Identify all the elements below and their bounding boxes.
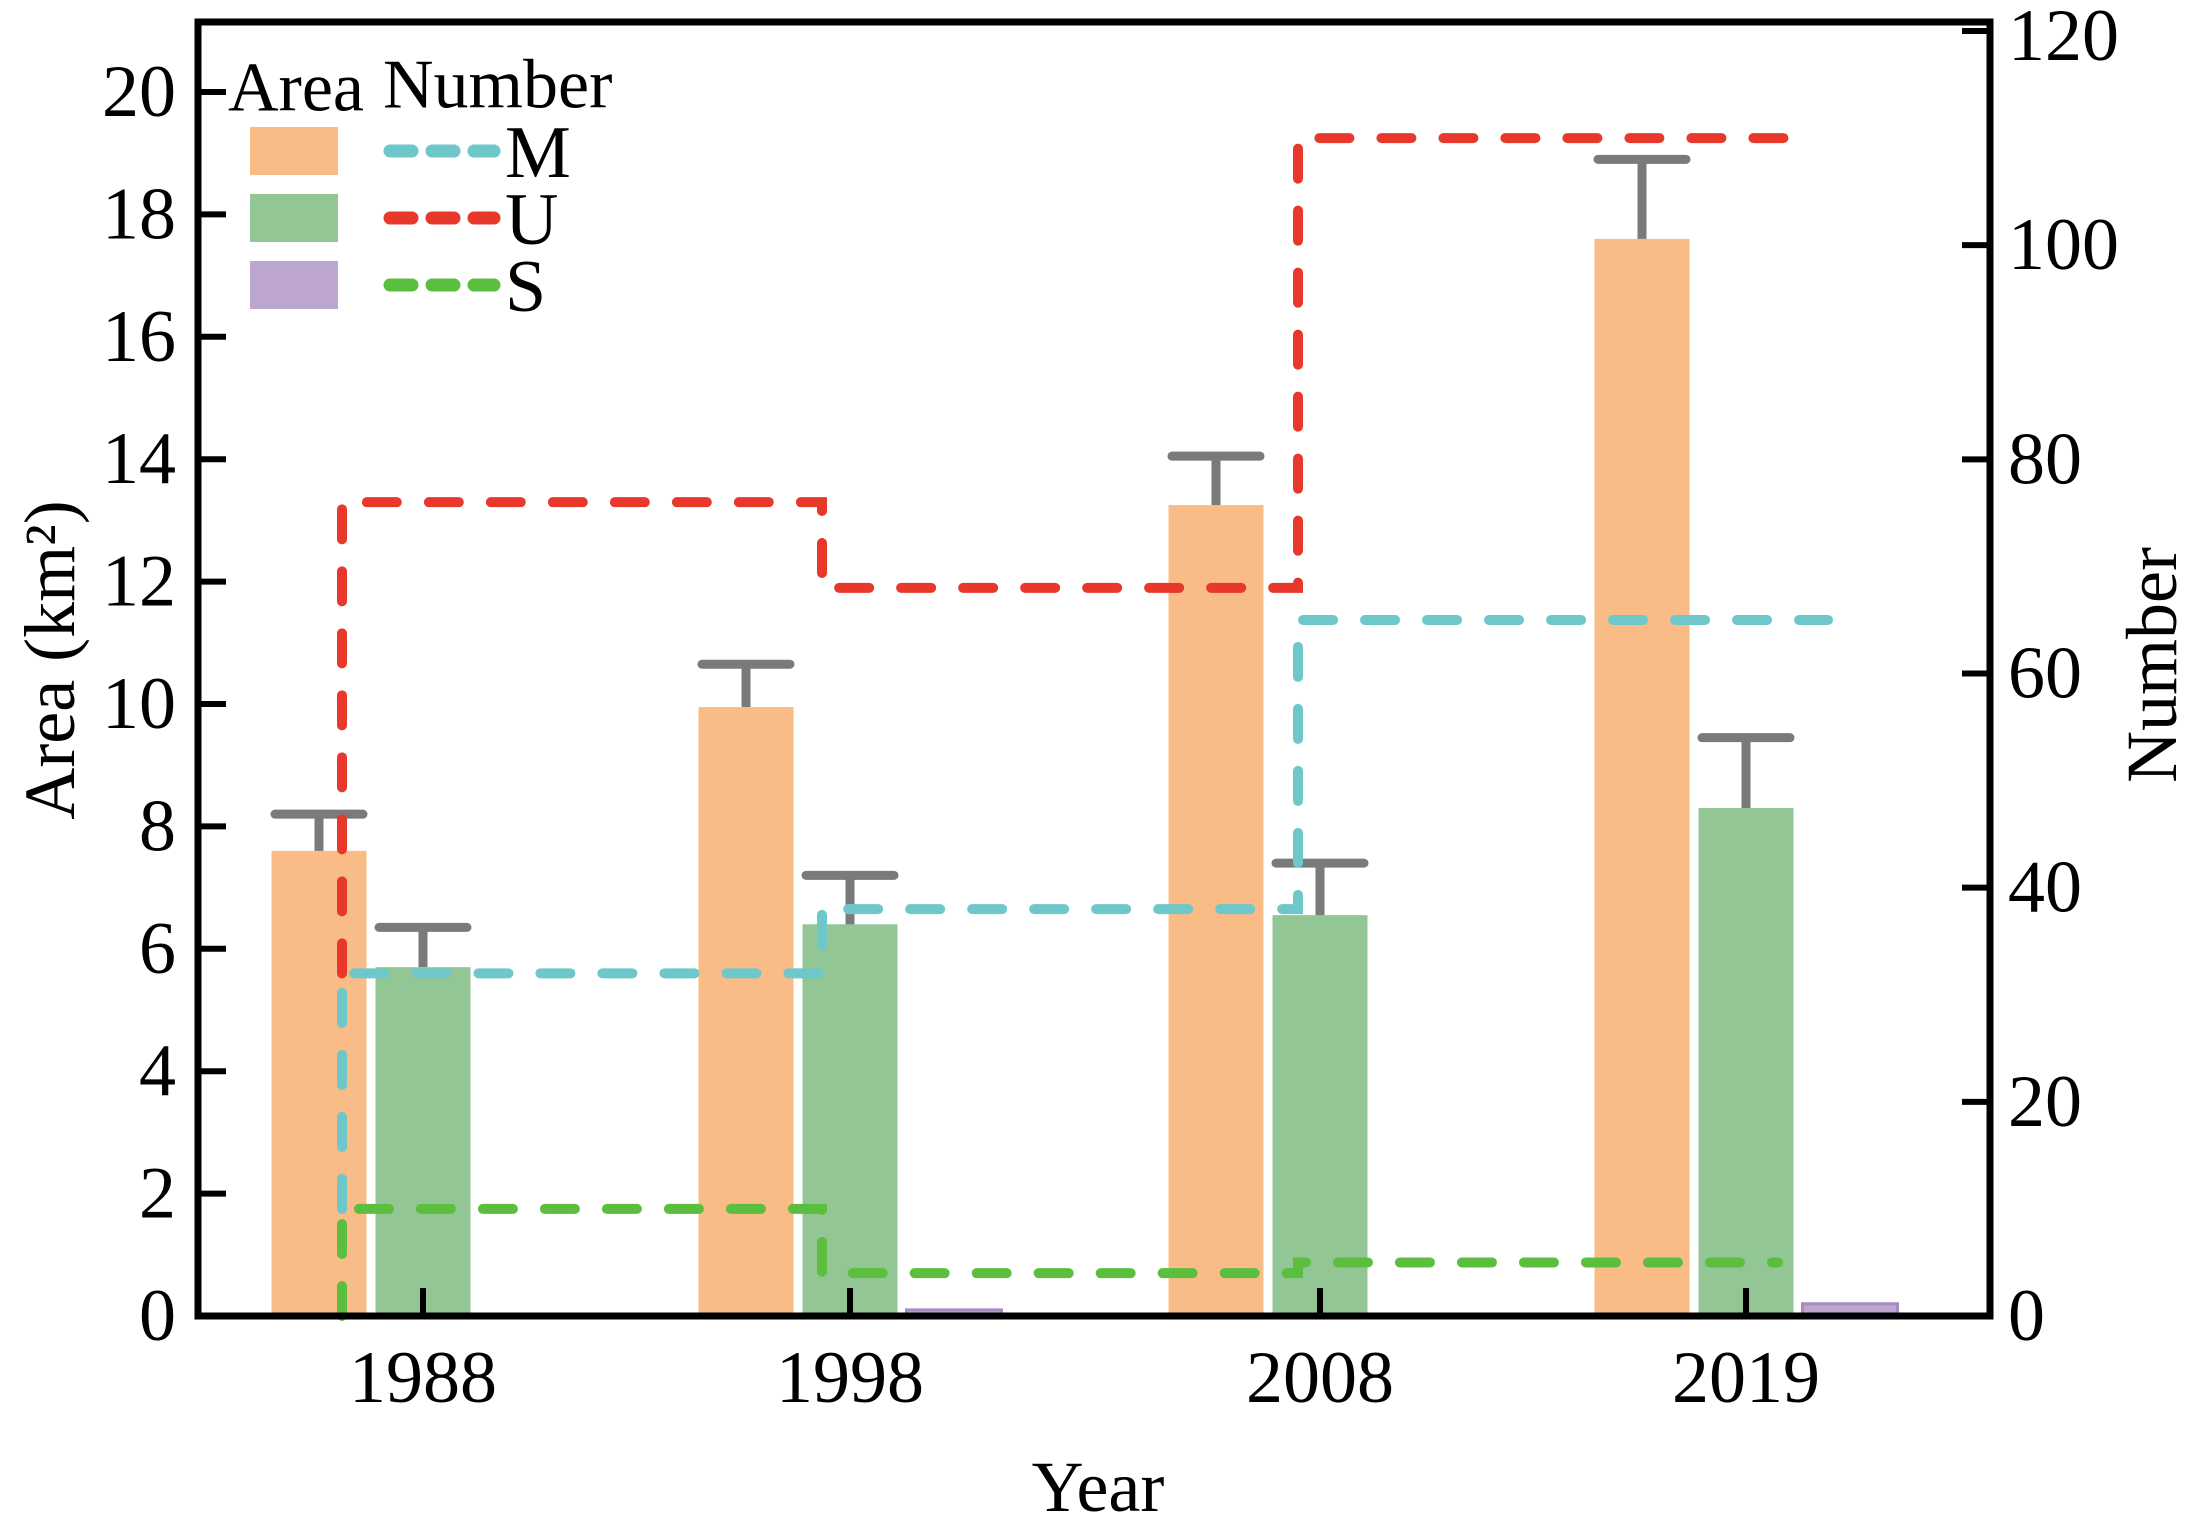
legend-swatch-area-M <box>250 127 338 175</box>
left-tick-label: 18 <box>102 173 176 255</box>
left-tick-label: 10 <box>102 663 176 745</box>
left-tick-label: 12 <box>102 541 176 623</box>
left-tick-label: 0 <box>139 1275 176 1357</box>
legend-layer: MUS <box>250 112 571 328</box>
step-line-S <box>337 1203 1783 1321</box>
bar-U-2019 <box>1698 808 1794 1316</box>
legend-swatch-area-S <box>250 261 338 309</box>
left-tick-label: 4 <box>139 1030 176 1112</box>
bar-U-2008 <box>1272 915 1368 1316</box>
x-tick-label: 1988 <box>349 1337 497 1419</box>
right-tick-label: 80 <box>2008 418 2082 500</box>
left-tick-label: 8 <box>139 785 176 867</box>
bars-layer <box>271 238 1899 1318</box>
left-tick-label: 2 <box>139 1153 176 1235</box>
legend-number-heading: Number <box>383 47 612 124</box>
right-tick-label: 0 <box>2008 1275 2045 1357</box>
error-bars-layer <box>270 154 1795 968</box>
left-tick-label: 16 <box>102 296 176 378</box>
left-tick-label: 6 <box>139 908 176 990</box>
right-tick-label: 40 <box>2008 847 2082 929</box>
y-axis-left-title: Area (km²) <box>10 500 90 819</box>
bar-M-1998 <box>698 707 794 1316</box>
step-line-U <box>337 133 1803 979</box>
left-tick-label: 14 <box>102 418 176 500</box>
legend-entry-label-U: U <box>505 179 558 261</box>
legend-entry-label-M: M <box>505 112 571 194</box>
right-tick-label: 100 <box>2008 204 2119 286</box>
x-axis-title: Year <box>1032 1447 1165 1523</box>
right-tick-label: 20 <box>2008 1061 2082 1143</box>
x-tick-label: 2019 <box>1672 1337 1820 1419</box>
right-tick-label: 120 <box>2008 0 2119 77</box>
left-tick-label: 20 <box>102 51 176 133</box>
legend-entry-label-S: S <box>505 246 546 328</box>
bar-M-1988 <box>271 850 367 1316</box>
x-tick-label: 1998 <box>776 1337 924 1419</box>
right-tick-label: 60 <box>2008 633 2082 715</box>
legend-area-heading: Area <box>228 50 364 127</box>
bar-U-1988 <box>375 967 471 1316</box>
x-tick-label: 2008 <box>1246 1337 1394 1419</box>
legend-swatch-area-U <box>250 194 338 242</box>
bar-M-2019 <box>1594 238 1690 1316</box>
axes-layer: 0 2 4 6 8 10 12 14 16 18 20 0 20 40 60 80 100 120 1988 1998… <box>102 0 2119 1419</box>
plot-frame <box>194 18 1994 1320</box>
y-axis-right-title: Number <box>2112 547 2192 783</box>
step-lines-layer <box>337 133 1833 1321</box>
bar-U-1998 <box>802 924 898 1316</box>
